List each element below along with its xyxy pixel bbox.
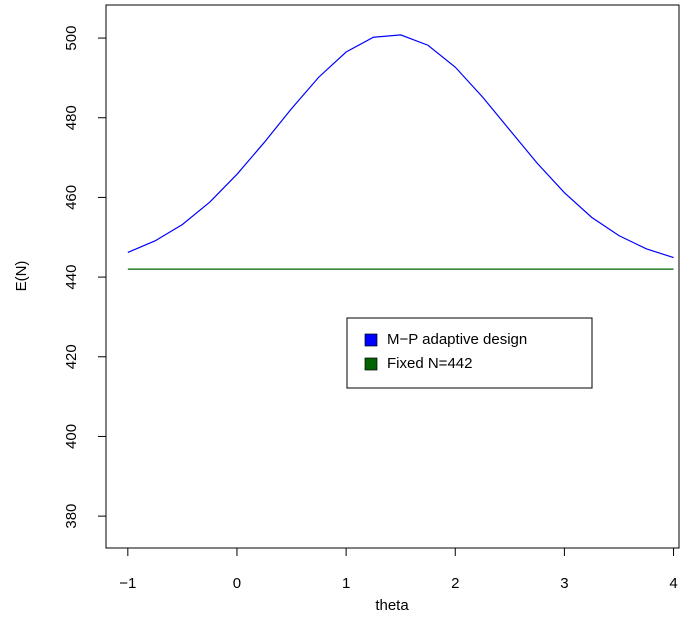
plot-box	[105, 4, 680, 549]
y-tick-label: 480	[63, 105, 80, 130]
y-tick-label: 380	[63, 504, 80, 529]
legend-swatch	[364, 333, 378, 347]
y-tick-label: 420	[63, 344, 80, 369]
y-tick-label: 500	[63, 26, 80, 51]
legend-swatch	[364, 357, 378, 371]
x-tick-label: 2	[451, 575, 459, 592]
x-tick-label: 4	[669, 575, 677, 592]
legend-box	[346, 317, 593, 389]
y-tick-label: 440	[63, 265, 80, 290]
legend-label: Fixed N=442	[387, 355, 472, 372]
x-tick-label: −1	[119, 575, 136, 592]
x-tick-label: 1	[342, 575, 350, 592]
x-axis-label: theta	[375, 597, 409, 614]
x-tick-label: 3	[560, 575, 568, 592]
legend-label: M−P adaptive design	[387, 331, 527, 348]
y-tick-label: 400	[63, 424, 80, 449]
y-axis-label: E(N)	[13, 261, 30, 292]
y-tick-label: 460	[63, 185, 80, 210]
x-tick-label: 0	[233, 575, 241, 592]
series-line	[127, 34, 674, 259]
